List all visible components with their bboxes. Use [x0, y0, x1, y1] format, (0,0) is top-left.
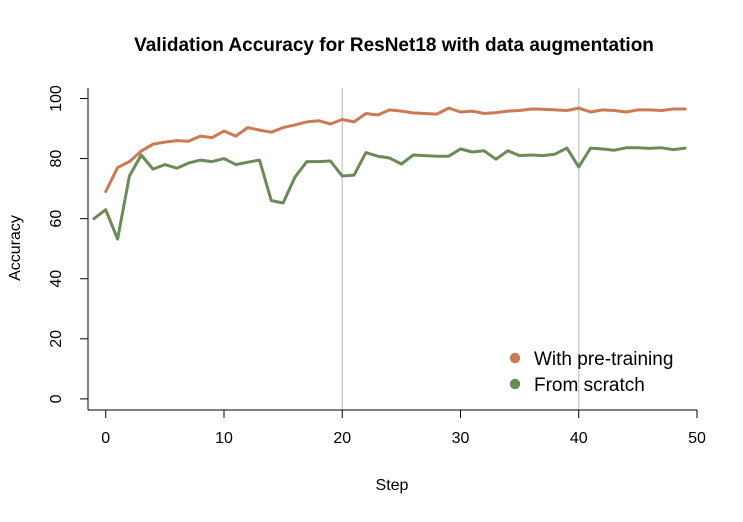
legend-marker-1 [509, 352, 521, 364]
y-tick-label-20: 20 [48, 330, 65, 348]
x-tick-label-40: 40 [570, 430, 588, 447]
x-tick-label-50: 50 [688, 430, 706, 447]
x-axis-label: Step [376, 477, 409, 494]
y-axis-label: Accuracy [7, 215, 24, 281]
legend-label-1: With pre-training [534, 349, 673, 370]
y-tick-label-60: 60 [48, 210, 65, 228]
x-tick-label-20: 20 [333, 430, 351, 447]
legend-label-2: From scratch [534, 375, 645, 396]
y-tick-label-100: 100 [48, 85, 65, 112]
series-line-2 [92, 146, 687, 241]
y-tick-label-0: 0 [48, 394, 65, 403]
series-line-1 [104, 106, 687, 194]
plot-area: 0 10 20 30 40 50 0 20 40 60 80 100 With pre-training… [48, 85, 706, 447]
x-tick-label-30: 30 [452, 430, 470, 447]
y-tick-label-80: 80 [48, 150, 65, 168]
chart-title: Validation Accuracy for ResNet18 with da… [134, 35, 654, 56]
x-tick-label-0: 0 [101, 430, 110, 447]
y-tick-label-40: 40 [48, 270, 65, 288]
legend-marker-2 [509, 378, 521, 390]
x-tick-label-10: 10 [215, 430, 233, 447]
